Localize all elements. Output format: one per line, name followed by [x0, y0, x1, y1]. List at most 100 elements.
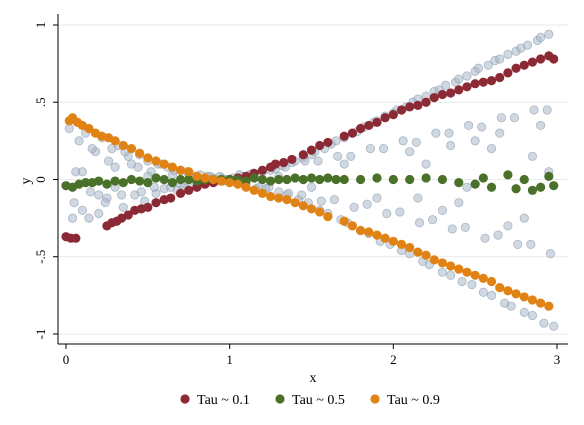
background-point: [69, 198, 79, 208]
series-1-point: [323, 137, 333, 148]
background-point: [100, 198, 110, 208]
legend: Tau ~ 0.1 Tau ~ 0.5 Tau ~ 0.9: [180, 393, 440, 408]
background-point: [545, 249, 556, 259]
series-1-point: [454, 85, 464, 95]
series-1-point: [421, 97, 431, 107]
y-tick-label: .5: [33, 97, 48, 107]
series-1-point: [495, 72, 505, 83]
series-2-point: [421, 173, 431, 183]
series-3-point: [356, 225, 366, 236]
series-3-point: [257, 188, 267, 199]
series-1-point: [388, 110, 398, 120]
y-tick-label: -.5: [33, 250, 48, 264]
background-point: [405, 147, 415, 157]
series-3-point: [184, 167, 194, 177]
legend-marker-2: [275, 394, 285, 404]
series-3-point: [274, 193, 284, 203]
background-point: [372, 193, 382, 203]
background-point: [349, 202, 359, 212]
series-2-point: [175, 174, 186, 185]
background-point: [478, 287, 488, 297]
series-1-point: [380, 113, 390, 123]
background-point: [382, 208, 392, 219]
background-point: [437, 205, 448, 215]
background-point: [460, 222, 470, 232]
background-point: [536, 120, 546, 131]
series-3-point: [364, 227, 374, 237]
series-1-point: [347, 128, 358, 138]
background-point: [149, 182, 159, 192]
background-point: [544, 29, 554, 39]
background-point: [87, 144, 97, 154]
background-point: [110, 162, 120, 172]
series-3-point: [429, 255, 439, 265]
series-2-point: [184, 174, 194, 185]
series-1-point: [356, 123, 366, 134]
series-3-point: [323, 211, 333, 222]
background-point: [467, 279, 477, 290]
series-3-point: [216, 176, 227, 186]
series-1-point: [462, 82, 472, 92]
background-point: [513, 239, 523, 249]
series-1-point: [166, 193, 176, 203]
background-point: [333, 151, 343, 161]
background-point: [316, 196, 326, 206]
series-2-point: [167, 177, 177, 188]
background-point: [462, 182, 472, 192]
background-point: [395, 207, 405, 217]
background-point: [413, 193, 423, 203]
series-3-point: [413, 247, 423, 257]
background-point: [529, 105, 539, 115]
x-axis-title: x: [310, 371, 317, 386]
series-3-point: [84, 123, 94, 134]
background-point: [339, 159, 349, 169]
series-1-point: [151, 198, 161, 208]
background-point: [306, 182, 317, 192]
series-3-point: [495, 283, 505, 293]
background-point: [117, 190, 127, 200]
background-point: [486, 290, 497, 300]
background-point: [133, 162, 143, 172]
series-3-point: [200, 173, 210, 183]
axes: [53, 14, 568, 349]
background-point: [495, 128, 505, 138]
background-point: [457, 276, 467, 287]
series-3-point: [315, 207, 325, 217]
series-2-point: [118, 177, 128, 188]
series-2-point: [143, 177, 153, 188]
series-2-point: [519, 174, 529, 185]
background-point: [464, 120, 474, 131]
series-1-point: [527, 57, 538, 67]
y-tick-label: -1: [33, 329, 48, 340]
series-3-point: [298, 201, 308, 211]
series-1-point: [339, 131, 349, 141]
series-2-point: [503, 170, 513, 180]
background-point: [84, 213, 94, 223]
series-1-point: [287, 154, 297, 165]
series-2-point: [339, 174, 349, 185]
y-axis-title: y: [19, 178, 34, 185]
series-2-point: [478, 173, 488, 183]
series-2-point: [536, 182, 546, 192]
series-2-point: [544, 171, 554, 182]
series-2-point: [274, 174, 284, 185]
background-point: [447, 224, 457, 234]
background-point: [313, 156, 323, 166]
series-3-point: [544, 301, 554, 311]
series-2-point: [249, 173, 259, 183]
series-3-point: [347, 221, 358, 231]
background-point: [486, 144, 497, 154]
background-point: [480, 233, 490, 243]
legend-marker-1: [180, 394, 190, 404]
series-2-point: [315, 174, 325, 185]
series-3-point: [380, 233, 390, 243]
series-3-point: [249, 185, 259, 195]
series-2-point: [372, 173, 382, 183]
series-2-point: [151, 173, 161, 183]
series-1-point: [446, 88, 456, 98]
series-1-point: [298, 150, 308, 160]
series-2-point: [135, 176, 145, 186]
series-3-point: [446, 261, 456, 271]
legend-label-3: Tau ~ 0.9: [387, 393, 440, 408]
background-point: [446, 270, 456, 280]
